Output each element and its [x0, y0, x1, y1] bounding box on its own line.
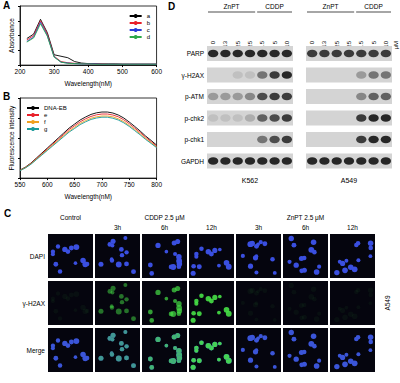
svg-text:γ-H2AX: γ-H2AX [182, 72, 205, 80]
svg-text:5: 5 [272, 40, 278, 44]
svg-text:12h: 12h [206, 224, 217, 231]
svg-text:6h: 6h [161, 224, 169, 231]
svg-text:Merge: Merge [27, 347, 46, 355]
svg-text:C: C [4, 208, 11, 219]
svg-text:800: 800 [151, 181, 162, 188]
svg-text:Wavelength(nM): Wavelength(nM) [65, 80, 112, 88]
svg-text:A549: A549 [384, 295, 391, 311]
svg-text:700: 700 [97, 181, 108, 188]
svg-text:500: 500 [117, 68, 128, 75]
svg-text:400: 400 [83, 68, 94, 75]
svg-text:CDDP: CDDP [265, 3, 283, 10]
svg-text:D: D [168, 1, 175, 12]
svg-text:0.313: 0.313 [321, 40, 327, 56]
svg-text:ZnPT: ZnPT [224, 3, 240, 10]
svg-text:600: 600 [151, 68, 162, 75]
svg-text:5: 5 [371, 40, 377, 44]
svg-text:2.5: 2.5 [358, 40, 364, 49]
svg-text:CDDP: CDDP [364, 3, 382, 10]
html-text:A: A [3, 0, 11, 11]
svg-text:DAPI: DAPI [30, 253, 45, 260]
svg-text:d: d [147, 34, 150, 40]
svg-text:10: 10 [383, 40, 389, 47]
svg-text:A549: A549 [341, 177, 357, 184]
svg-text:0.625: 0.625 [334, 40, 340, 56]
svg-text:γ-H2AX: γ-H2AX [23, 300, 46, 308]
svg-text:600: 600 [42, 181, 53, 188]
svg-text:GAPDH: GAPDH [181, 158, 204, 165]
svg-text:p-chk1: p-chk1 [184, 136, 204, 144]
svg-text:c: c [147, 27, 150, 33]
svg-text:a: a [147, 13, 151, 19]
svg-text:0.625: 0.625 [235, 40, 241, 56]
svg-text:ZnPT 2.5 μM: ZnPT 2.5 μM [287, 214, 325, 222]
svg-text:Control: Control [60, 214, 82, 221]
svg-text:1.25: 1.25 [346, 40, 352, 52]
svg-text:550: 550 [15, 181, 26, 188]
svg-text:μM: μM [393, 41, 399, 49]
svg-text:0: 0 [210, 40, 216, 44]
svg-text:DNA-EB: DNA-EB [44, 105, 67, 111]
svg-text:f: f [44, 119, 46, 125]
svg-text:p-ATM: p-ATM [185, 93, 204, 101]
svg-text:2.5: 2.5 [259, 40, 265, 49]
svg-text:g: g [44, 126, 47, 132]
svg-text:Fluorescence intensity: Fluorescence intensity [8, 105, 16, 170]
svg-text:3h: 3h [114, 224, 122, 231]
svg-text:300: 300 [49, 68, 60, 75]
svg-text:b: b [147, 20, 151, 26]
svg-text:e: e [44, 112, 48, 118]
svg-text:750: 750 [124, 181, 135, 188]
html-text:B: B [3, 91, 11, 102]
svg-text:p-chk2: p-chk2 [184, 115, 204, 123]
svg-text:PARP: PARP [187, 50, 204, 57]
svg-text:12h: 12h [347, 224, 358, 231]
svg-text:650: 650 [69, 181, 80, 188]
svg-text:6h: 6h [302, 224, 310, 231]
svg-text:200: 200 [15, 68, 26, 75]
svg-text:Wavelength(nM): Wavelength(nM) [65, 193, 112, 201]
svg-text:CDDP 2.5 μM: CDDP 2.5 μM [144, 214, 184, 222]
svg-text:Absorbance: Absorbance [8, 18, 15, 53]
svg-text:3h: 3h [255, 224, 263, 231]
svg-text:K562: K562 [242, 177, 258, 184]
svg-text:1.25: 1.25 [247, 40, 253, 52]
svg-text:0.313: 0.313 [222, 40, 228, 56]
svg-text:10: 10 [284, 40, 290, 47]
svg-text:0: 0 [309, 40, 315, 44]
svg-text:ZnPT: ZnPT [323, 3, 339, 10]
